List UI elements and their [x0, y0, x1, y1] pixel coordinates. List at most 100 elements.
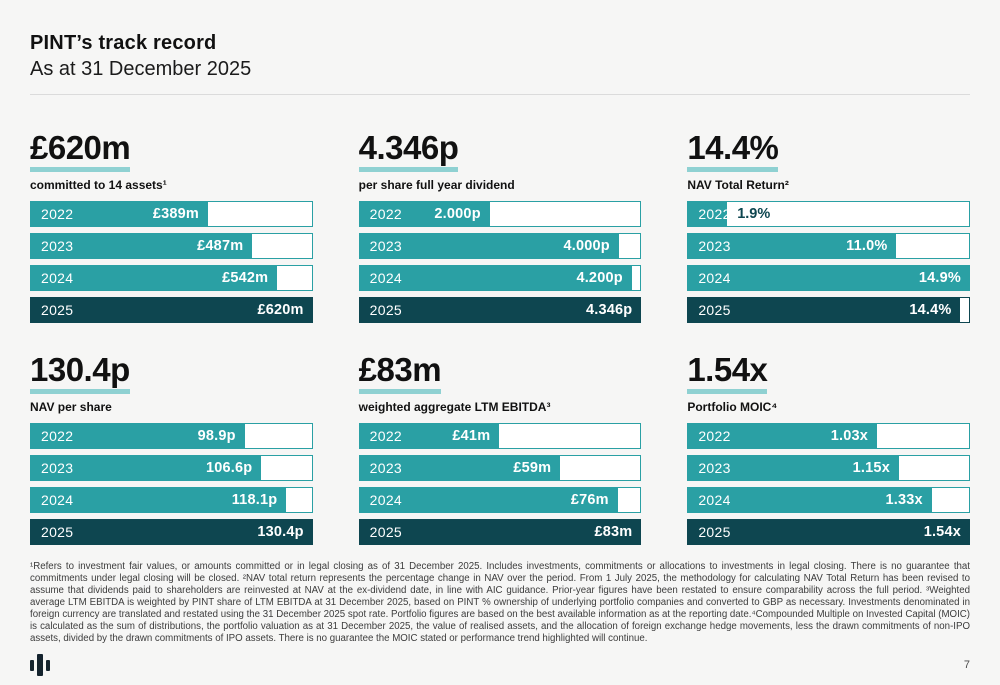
bar-year-label: 2022: [698, 428, 731, 444]
bar-row: 4.200p 2024: [358, 265, 642, 291]
metric-subtitle: Portfolio MOIC⁴: [687, 400, 778, 414]
bar-year-label: 2022: [698, 206, 731, 222]
bar-value-label: £389m: [152, 206, 199, 222]
bar-row: 118.1p 2024: [30, 487, 313, 513]
bar-year-label: 2022: [41, 428, 74, 444]
bar-year-label: 2024: [41, 270, 74, 286]
bar-fill: £620m: [30, 297, 313, 323]
bar-row: £41m 2022: [358, 423, 642, 449]
bar-year-label: 2022: [369, 428, 403, 444]
bar-chart: 2.000p 2022 4.000p 2023 4.200p 2024 4.346p 2025: [358, 201, 642, 323]
bar-chart: 1.03x 2022 1.15x 2023 1.33x 2024 1.54x 2025: [687, 423, 970, 545]
metric-panel: 130.4p NAV per share 98.9p 2022 106.6p 2023 11…: [30, 353, 313, 551]
bar-row: 1.54x 2025: [687, 519, 970, 545]
bar-value-label: £59m: [513, 460, 552, 476]
bar-value-label: 14.4%: [909, 302, 952, 318]
bar-row: £620m 2025: [30, 297, 313, 323]
metric-headline: £620m: [30, 131, 131, 172]
bar-row: 2.000p 2022: [358, 201, 642, 227]
bar-value-label: 1.9%: [737, 206, 771, 222]
bar-year-label: 2025: [41, 524, 74, 540]
bar-fill: 98.9p: [30, 423, 245, 449]
bar-row: 14.4% 2025: [687, 297, 970, 323]
bar-fill: £41m: [358, 423, 500, 449]
bar-fill: £83m: [358, 519, 642, 545]
bar-chart: £41m 2022 £59m 2023 £76m 2024 £83m 2025: [358, 423, 642, 545]
bar-fill: £542m: [30, 265, 278, 291]
bar-year-label: 2025: [369, 524, 403, 540]
header-divider: [30, 94, 970, 95]
bar-year-label: 2022: [369, 206, 403, 222]
bar-year-label: 2023: [698, 460, 731, 476]
bar-row: £83m 2025: [358, 519, 642, 545]
bar-year-label: 2023: [41, 460, 74, 476]
bar-value-label: 1.03x: [830, 428, 869, 444]
bar-fill: 1.54x: [687, 519, 970, 545]
logo-bar-icon: [46, 659, 50, 671]
bar-year-label: 2024: [369, 492, 403, 508]
metric-subtitle: per share full year dividend: [358, 178, 515, 192]
metric-panel: 1.54x Portfolio MOIC⁴ 1.03x 2022 1.15x 2023 1.…: [687, 353, 970, 551]
bar-year-label: 2023: [41, 238, 74, 254]
bar-value-label: £487m: [197, 238, 244, 254]
logo-bar-icon: [30, 659, 34, 671]
page-number: 7: [963, 659, 970, 672]
bar-year-label: 2025: [698, 302, 731, 318]
bar-value-label: 4.346p: [585, 302, 633, 318]
bar-fill: £389m: [30, 201, 208, 227]
bar-row: £542m 2024: [30, 265, 313, 291]
bar-fill: 4.000p: [358, 233, 619, 259]
bar-row: £59m 2023: [358, 455, 642, 481]
bar-value-label: £76m: [570, 492, 609, 508]
bar-value-label: £83m: [594, 524, 633, 540]
bar-row: 106.6p 2023: [30, 455, 313, 481]
slide-footer: 7: [30, 652, 970, 678]
bar-row: £76m 2024: [358, 487, 642, 513]
bar-value-label: 130.4p: [257, 524, 304, 540]
metric-panel: £620m committed to 14 assets¹ £389m 2022 £48…: [30, 131, 313, 329]
bar-year-label: 2024: [369, 270, 403, 286]
bar-fill: 118.1p: [30, 487, 287, 513]
metric-subtitle: weighted aggregate LTM EBITDA³: [358, 400, 551, 414]
bar-row: 98.9p 2022: [30, 423, 313, 449]
bar-row: 4.000p 2023: [358, 233, 642, 259]
metric-panel: 14.4% NAV Total Return² 2022 1.9% 11.0% 2023 1…: [687, 131, 970, 329]
bar-chart: 2022 1.9% 11.0% 2023 14.9% 2024 14.4% 2025: [687, 201, 970, 323]
bar-fill: £59m: [358, 455, 561, 481]
metric-subtitle: NAV per share: [30, 400, 112, 414]
metric-panel: £83m weighted aggregate LTM EBITDA³ £41m 20…: [358, 353, 642, 551]
metric-panel: 4.346p per share full year dividend 2.000p…: [358, 131, 642, 329]
bar-value-label: 98.9p: [197, 428, 236, 444]
bar-value-label: 2.000p: [434, 206, 481, 222]
bar-value-label: £620m: [257, 302, 304, 318]
bar-value-label: 1.33x: [885, 492, 923, 508]
metric-headline: 14.4%: [687, 131, 779, 172]
bar-year-label: 2023: [369, 238, 403, 254]
bar-year-label: 2024: [698, 492, 731, 508]
bar-value-label: £542m: [222, 270, 269, 286]
bar-row: 11.0% 2023: [687, 233, 970, 259]
bar-fill: 1.15x: [687, 455, 899, 481]
bar-value-label: 1.15x: [852, 460, 890, 476]
bar-row: 14.9% 2024: [687, 265, 970, 291]
metric-subtitle: NAV Total Return²: [687, 178, 789, 192]
page-title: PINT’s track record: [30, 32, 217, 54]
bar-year-label: 2024: [698, 270, 731, 286]
metric-headline: 130.4p: [30, 353, 130, 394]
bar-row: 1.33x 2024: [687, 487, 970, 513]
bar-row: 130.4p 2025: [30, 519, 313, 545]
bar-year-label: 2023: [698, 238, 731, 254]
pantheon-bars-logo: [30, 654, 50, 677]
bar-fill: 14.9%: [687, 265, 970, 291]
bar-row: 1.15x 2023: [687, 455, 970, 481]
bar-year-label: 2024: [41, 492, 74, 508]
bar-value-label: 11.0%: [846, 238, 888, 254]
bar-year-label: 2022: [41, 206, 74, 222]
bar-value-label: 4.200p: [576, 270, 623, 286]
bar-fill: [687, 201, 728, 227]
bar-fill: 2.000p: [358, 201, 490, 227]
bar-value-label: 118.1p: [231, 492, 278, 508]
bar-row: 1.03x 2022: [687, 423, 970, 449]
bar-fill: 130.4p: [30, 519, 313, 545]
bar-fill: 4.200p: [358, 265, 632, 291]
